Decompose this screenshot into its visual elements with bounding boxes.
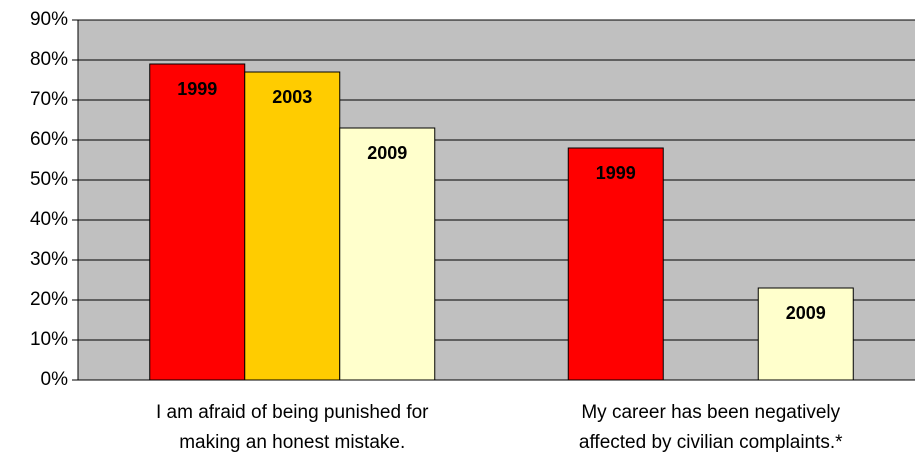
bar-label: 2009 [367, 143, 407, 163]
bar [757, 287, 854, 381]
bar [339, 127, 436, 381]
x-tick-label: I am afraid of being punished for making… [155, 402, 429, 453]
y-tick-label: 80% [30, 49, 68, 70]
y-tick-label: 60% [30, 129, 68, 150]
y-tick-label: 70% [30, 89, 68, 110]
bar [244, 71, 341, 381]
bar-label: 1999 [596, 163, 636, 183]
bar-label: 2003 [272, 87, 312, 107]
y-tick-label: 90% [30, 9, 68, 30]
y-tick-label: 40% [30, 209, 68, 230]
y-tick-label: 30% [30, 249, 68, 270]
bar [149, 63, 246, 381]
bar-label: 1999 [177, 79, 217, 99]
y-tick-label: 0% [41, 369, 69, 390]
x-tick-label: My career has been negatively affected b… [578, 402, 843, 453]
y-tick-label: 20% [30, 289, 68, 310]
bar-label: 2009 [786, 303, 826, 323]
y-tick-label: 50% [30, 169, 68, 190]
bar [567, 147, 664, 381]
y-tick-label: 10% [30, 329, 68, 350]
